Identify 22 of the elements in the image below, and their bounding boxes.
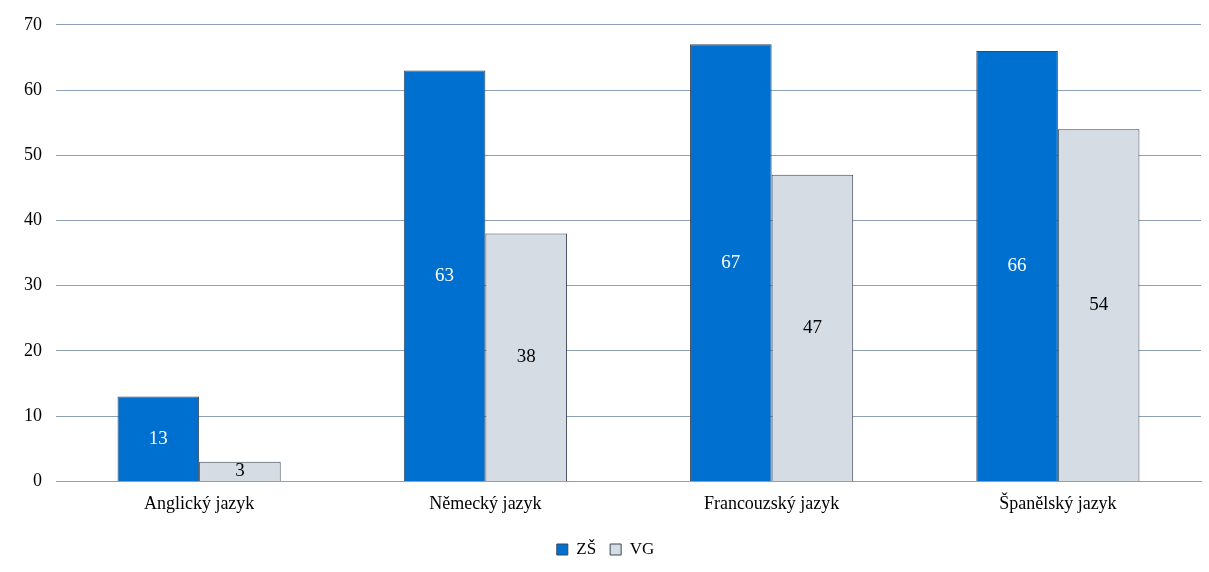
y-tick-label: 70 — [24, 13, 42, 34]
y-tick-label: 60 — [24, 78, 42, 99]
data-label: 67 — [721, 250, 741, 272]
x-tick-label: Francouzský jazyk — [703, 492, 840, 513]
x-tick-label: Německý jazyk — [429, 492, 542, 513]
legend-label: ZŠ — [576, 538, 597, 558]
legend-label: VG — [629, 538, 655, 558]
x-tick-label: Anglický jazyk — [143, 492, 255, 513]
y-tick-label: 10 — [24, 404, 42, 425]
data-label: 3 — [235, 459, 245, 481]
y-tick-label: 50 — [24, 143, 42, 164]
x-tick-label: Španělský jazyk — [999, 491, 1117, 513]
y-tick-label: 30 — [24, 274, 42, 295]
data-label: 47 — [802, 315, 822, 337]
data-label: 66 — [1007, 253, 1027, 275]
data-label: 38 — [516, 345, 536, 367]
y-tick-label: 0 — [33, 470, 42, 491]
y-tick-label: 20 — [24, 339, 42, 360]
data-label: 13 — [148, 426, 168, 448]
data-label: 63 — [435, 263, 455, 285]
data-label: 54 — [1089, 293, 1109, 315]
y-tick-label: 40 — [24, 209, 42, 230]
